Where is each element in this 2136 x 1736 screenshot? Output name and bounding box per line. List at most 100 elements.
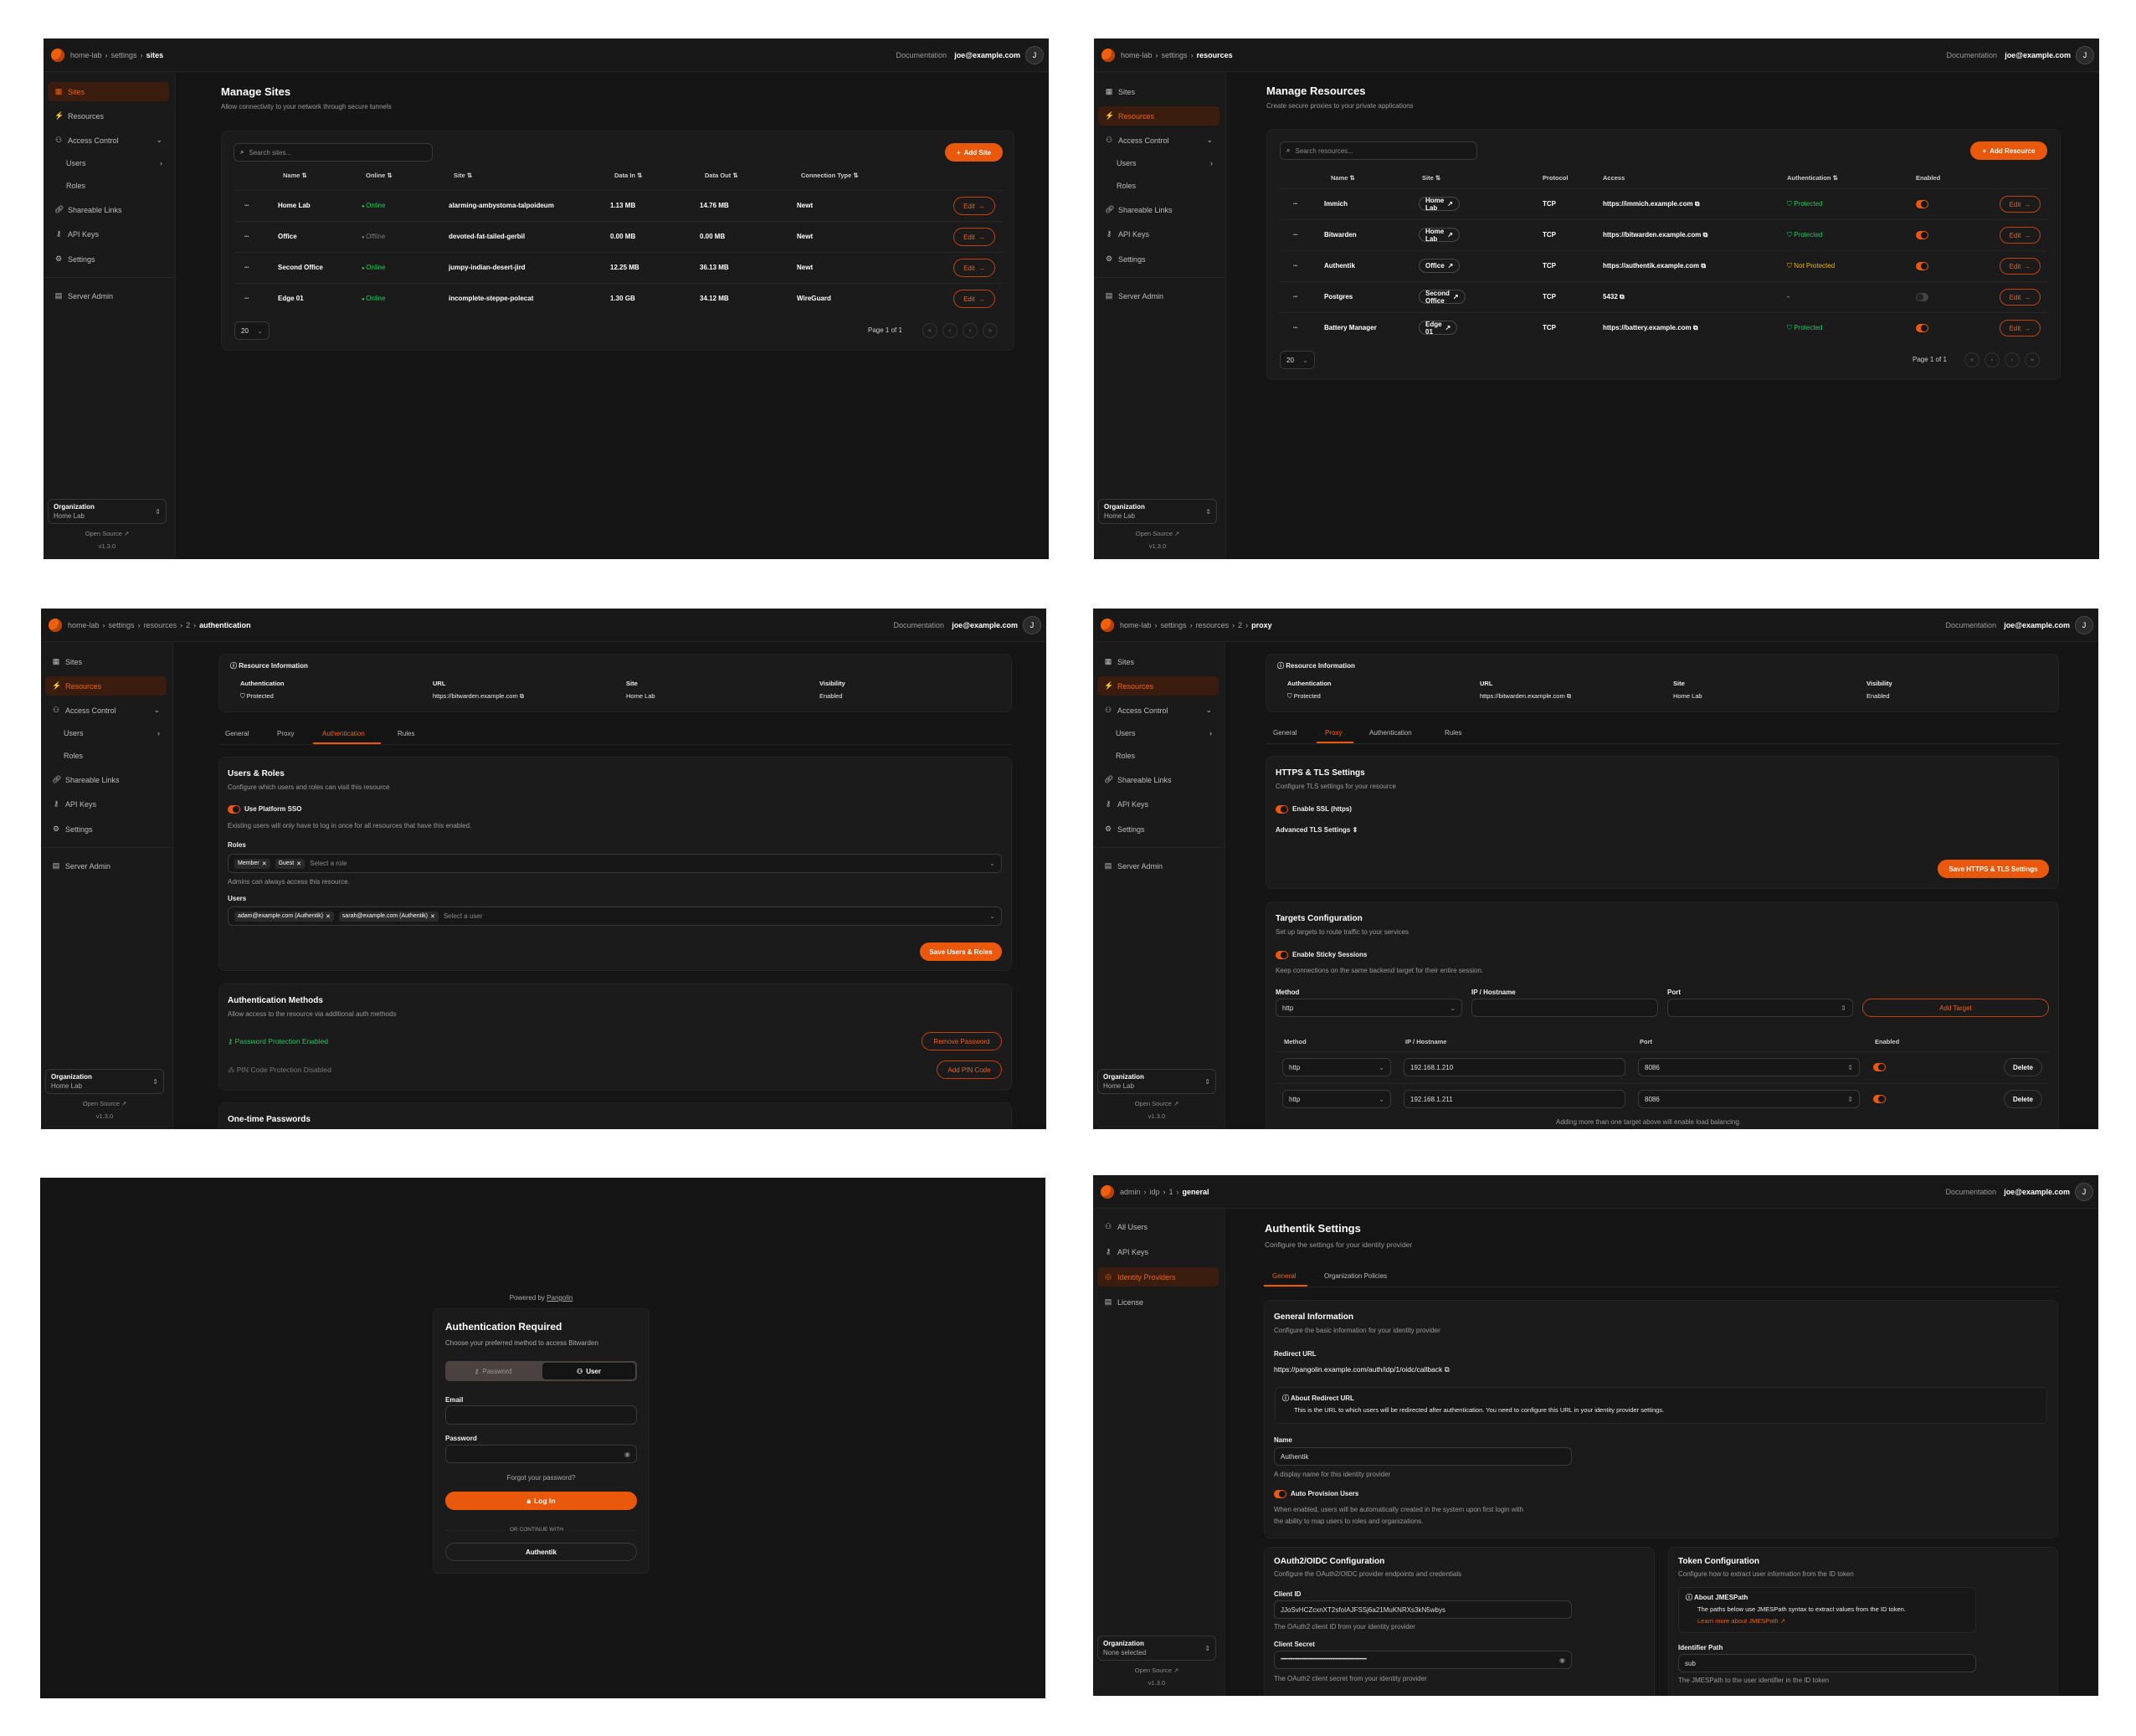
sidebar-item-resources[interactable]: ⚡ Resources: [45, 676, 167, 696]
stepper-icon[interactable]: ⇕: [1847, 1095, 1853, 1103]
advanced-tls-toggle[interactable]: Advanced TLS Settings ⇕: [1276, 825, 1358, 835]
breadcrumb-item[interactable]: sites: [146, 51, 164, 59]
remove-tag-icon[interactable]: ✕: [429, 913, 435, 920]
tab-proxy[interactable]: Proxy: [277, 730, 295, 737]
remove-password-button[interactable]: Remove Password: [922, 1032, 1002, 1050]
breadcrumb-item[interactable]: home-lab: [1121, 51, 1153, 59]
target-ip-input[interactable]: 192.168.1.210: [1404, 1058, 1625, 1076]
column-header[interactable]: Authentication ⇅: [1787, 173, 1838, 183]
copy-icon[interactable]: ⧉: [1564, 692, 1572, 700]
edit-button[interactable]: Edit →: [2000, 227, 2041, 244]
sidebar-item-users[interactable]: Users ›: [1098, 153, 1219, 172]
target-port-input[interactable]: 8086 ⇕: [1638, 1090, 1860, 1108]
row-actions-icon[interactable]: •••: [244, 296, 249, 301]
sidebar-item-access-control[interactable]: ⚇ Access Control ⌄: [48, 131, 169, 150]
last-page-button[interactable]: »: [2025, 352, 2040, 367]
sidebar-item-settings[interactable]: ⚙ Settings: [1097, 819, 1219, 839]
user-email[interactable]: joe@example.com: [2004, 621, 2070, 629]
breadcrumb-item[interactable]: resources: [143, 621, 177, 629]
open-source-link[interactable]: Open Source ↗: [1094, 529, 1221, 538]
sidebar-item-api-keys[interactable]: ⚷ API Keys: [45, 794, 167, 814]
delete-target-button[interactable]: Delete: [2004, 1090, 2042, 1108]
site-link[interactable]: Edge 01 ↗: [1419, 321, 1458, 336]
site-link[interactable]: Office ↗: [1419, 259, 1461, 273]
add-target-button[interactable]: Add Target: [1862, 999, 2049, 1017]
open-source-link[interactable]: Open Source ↗: [41, 1099, 168, 1108]
remove-tag-icon[interactable]: ✕: [261, 860, 267, 867]
stepper-icon[interactable]: ⇕: [1841, 1004, 1846, 1012]
sidebar-item-api-keys[interactable]: ⚷ API Keys: [1097, 794, 1219, 814]
open-source-link[interactable]: Open Source ↗: [44, 529, 171, 538]
breadcrumb-item[interactable]: home-lab: [68, 621, 100, 629]
sidebar-item-server-admin[interactable]: ▤ Server Admin: [1097, 856, 1219, 876]
auto-provision-toggle[interactable]: [1274, 1490, 1286, 1498]
sidebar-item-license[interactable]: ▤ License: [1097, 1292, 1219, 1312]
column-header[interactable]: Data Out ⇅: [705, 171, 738, 181]
target-enabled-toggle[interactable]: [1873, 1095, 1886, 1103]
target-enabled-toggle[interactable]: [1873, 1063, 1886, 1071]
last-page-button[interactable]: »: [983, 323, 998, 338]
sidebar-item-sites[interactable]: ▦ Sites: [1098, 82, 1219, 101]
sidebar-item-server-admin[interactable]: ▤ Server Admin: [1098, 286, 1219, 306]
organization-selector[interactable]: Organization Home Lab ⇕: [1097, 1069, 1216, 1094]
target-method-select[interactable]: http ⌄: [1282, 1058, 1391, 1076]
copy-icon[interactable]: ⧉: [1617, 293, 1625, 300]
user-avatar[interactable]: J: [1025, 46, 1044, 64]
pangolin-link[interactable]: Pangolin: [547, 1294, 573, 1302]
row-actions-icon[interactable]: •••: [1293, 264, 1298, 269]
tab-general[interactable]: General: [1273, 729, 1297, 737]
sidebar-item-settings[interactable]: ⚙ Settings: [45, 819, 167, 839]
tab-proxy[interactable]: Proxy: [1325, 729, 1343, 737]
target-port-input[interactable]: 8086 ⇕: [1638, 1058, 1860, 1076]
first-page-button[interactable]: «: [1964, 352, 1979, 367]
platform-sso-toggle[interactable]: [228, 805, 240, 814]
sidebar-item-api-keys[interactable]: ⚷ API Keys: [1098, 224, 1219, 244]
column-header[interactable]: Name ⇅: [1331, 173, 1355, 183]
pangolin-logo[interactable]: [1101, 619, 1114, 632]
name-input[interactable]: Authentik: [1274, 1447, 1572, 1466]
enabled-toggle[interactable]: [1916, 262, 1928, 270]
sidebar-item-roles[interactable]: Roles: [45, 746, 167, 765]
breadcrumb-item[interactable]: resources: [1195, 621, 1230, 629]
sidebar-item-sites[interactable]: ▦ Sites: [45, 652, 167, 671]
search-input[interactable]: ⌕ Search sites...: [234, 143, 433, 162]
identifier-path-input[interactable]: sub: [1678, 1654, 1976, 1672]
sidebar-item-all-users[interactable]: ⚇ All Users: [1097, 1217, 1219, 1236]
save-tls-button[interactable]: Save HTTPS & TLS Settings: [1938, 860, 2049, 878]
edit-button[interactable]: Edit →: [953, 259, 995, 277]
users-select[interactable]: adam@example.com (Authentik) ✕ sarah@exam…: [228, 907, 1002, 926]
roles-select[interactable]: Member ✕ Guest ✕ Select a role ⌄: [228, 854, 1002, 873]
sidebar-item-settings[interactable]: ⚙ Settings: [48, 249, 169, 269]
target-method-select[interactable]: http ⌄: [1282, 1090, 1391, 1108]
sidebar-item-resources[interactable]: ⚡ Resources: [1097, 676, 1219, 696]
sidebar-item-roles[interactable]: Roles: [1097, 746, 1219, 765]
sidebar-item-server-admin[interactable]: ▤ Server Admin: [45, 856, 167, 876]
email-field[interactable]: [445, 1405, 637, 1425]
site-link[interactable]: Home Lab ↗: [1419, 197, 1460, 212]
enabled-toggle[interactable]: [1916, 231, 1928, 239]
sidebar-item-resources[interactable]: ⚡ Resources: [1098, 106, 1219, 126]
tab-organization-policies[interactable]: Organization Policies: [1324, 1272, 1388, 1280]
prev-page-button[interactable]: ‹: [942, 323, 958, 338]
user-avatar[interactable]: J: [2075, 616, 2093, 634]
breadcrumb-item[interactable]: admin: [1120, 1188, 1141, 1196]
save-users-roles-button[interactable]: Save Users & Roles: [920, 942, 1002, 961]
pangolin-logo[interactable]: [1101, 1185, 1114, 1199]
sidebar-item-users[interactable]: Users ›: [45, 723, 167, 742]
next-page-button[interactable]: ›: [963, 323, 978, 338]
sidebar-item-sites[interactable]: ▦ Sites: [1097, 652, 1219, 671]
copy-icon[interactable]: ⧉: [1444, 1365, 1450, 1374]
copy-icon[interactable]: ⧉: [1691, 324, 1698, 331]
sidebar-item-shareable-links[interactable]: 🔗︎ Shareable Links: [1098, 200, 1219, 219]
breadcrumb-item[interactable]: 1: [1168, 1188, 1173, 1196]
target-ip-input[interactable]: 192.168.1.211: [1404, 1090, 1625, 1108]
client-secret-input[interactable]: ••••••••••••••••••••••••••••••••••••••••…: [1274, 1651, 1572, 1669]
site-link[interactable]: Second Office ↗: [1419, 290, 1466, 305]
breadcrumb-item[interactable]: settings: [1161, 51, 1188, 59]
row-actions-icon[interactable]: •••: [1293, 326, 1298, 331]
page-size-select[interactable]: 20 ⌄: [234, 321, 270, 340]
breadcrumb-item[interactable]: idp: [1149, 1188, 1160, 1196]
tab-rules[interactable]: Rules: [1445, 729, 1462, 737]
column-header[interactable]: Data In ⇅: [614, 171, 642, 181]
sidebar-item-users[interactable]: Users ›: [48, 153, 169, 172]
